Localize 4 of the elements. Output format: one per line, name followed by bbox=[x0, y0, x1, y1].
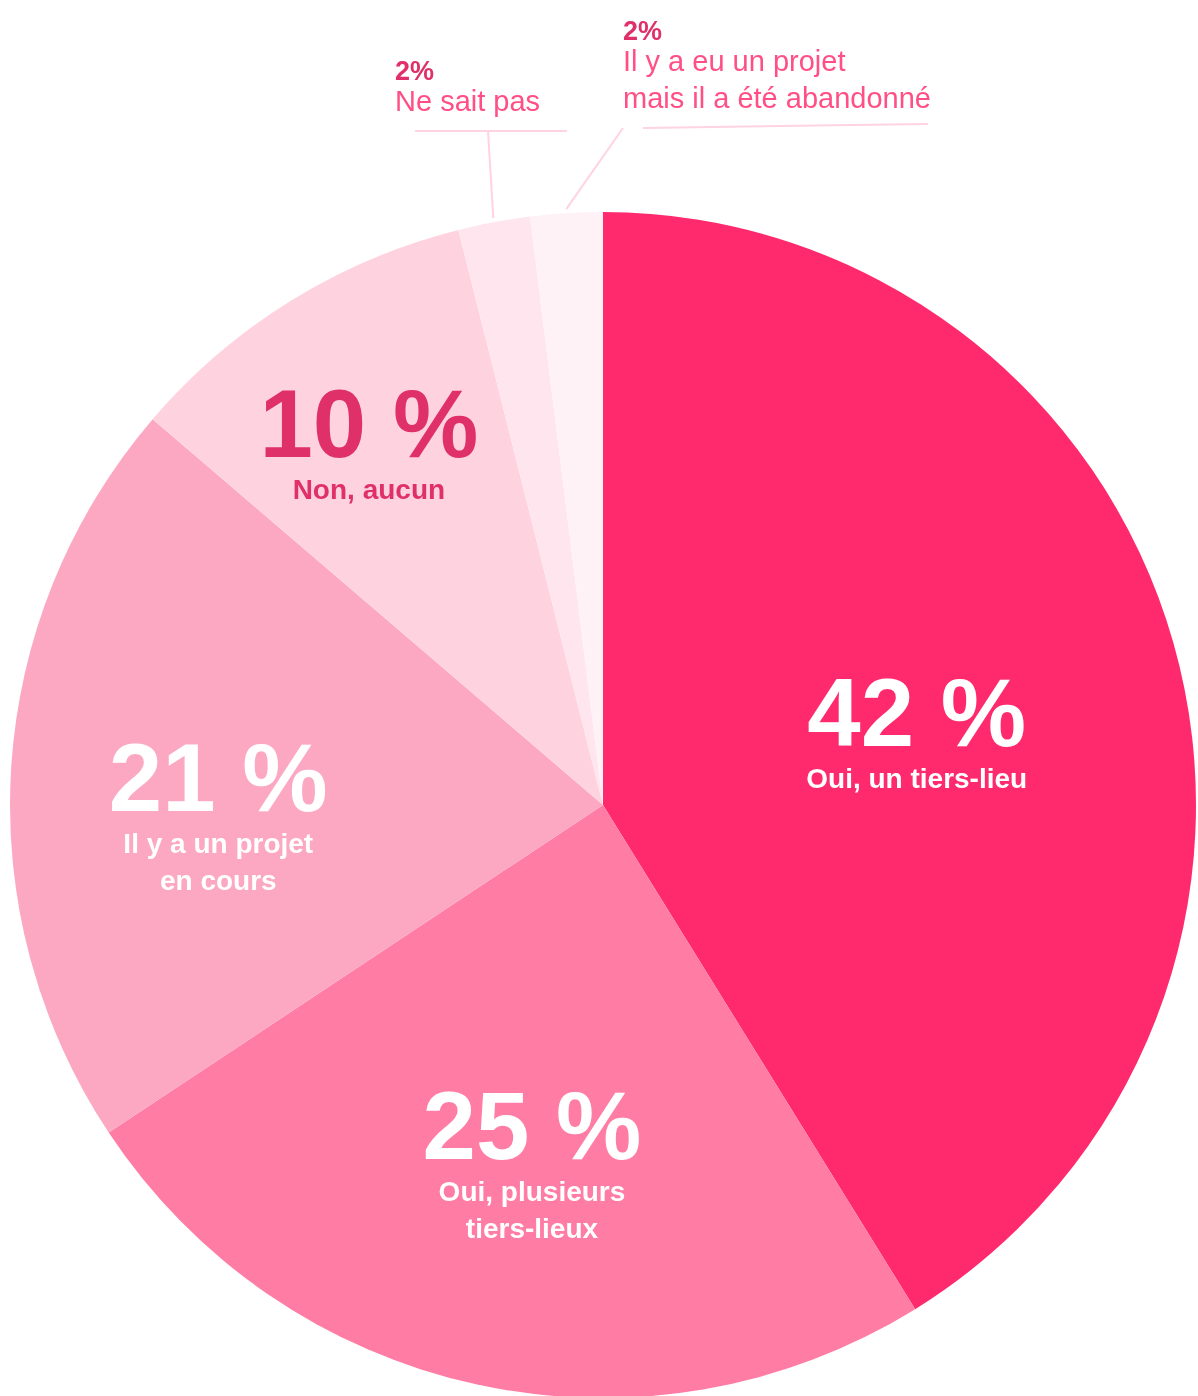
data-label: 2% bbox=[395, 56, 435, 86]
slice-label: Il y a eu un projet mais il a été abandonné bbox=[623, 45, 931, 114]
data-label: 2% bbox=[623, 16, 663, 46]
slice-label: Ne sait pas bbox=[395, 85, 541, 117]
